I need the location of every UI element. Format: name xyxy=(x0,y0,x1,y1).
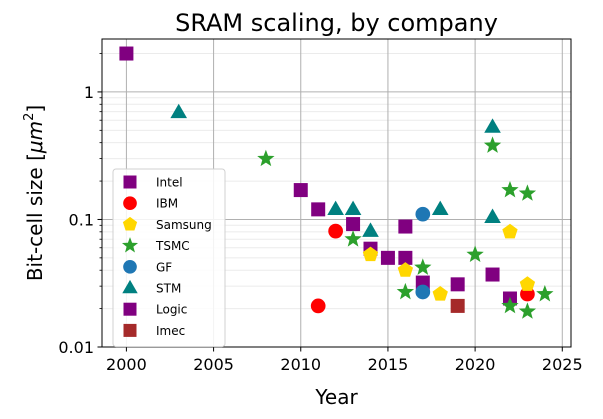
gf-point xyxy=(415,206,431,222)
tsmc-point xyxy=(483,136,502,153)
legend-marker-intel xyxy=(123,175,137,189)
legend-marker-gf xyxy=(123,259,137,274)
legend-marker-ibm xyxy=(123,196,137,211)
stm-point xyxy=(344,200,362,216)
tsmc-point xyxy=(344,230,362,247)
y-tick-label: 0.01 xyxy=(58,338,94,357)
tsmc-point xyxy=(396,282,415,300)
stm-point xyxy=(327,200,344,216)
stm-point xyxy=(362,222,379,237)
legend-marker-stm xyxy=(122,279,138,294)
samsung-point xyxy=(519,276,536,291)
stm-point xyxy=(170,103,188,119)
legend-label-stm: STM xyxy=(156,282,181,296)
legend-marker-logic xyxy=(123,302,137,316)
x-tick-label: 2015 xyxy=(368,355,409,374)
intel-point xyxy=(119,46,134,61)
y-axis-title-exponent: 2 xyxy=(22,113,37,121)
legend-marker-imec xyxy=(123,323,137,337)
legend-label-gf: GF xyxy=(156,260,172,274)
samsung-point xyxy=(397,262,414,277)
intel-point xyxy=(398,219,413,234)
tsmc-point xyxy=(501,180,519,198)
stm-point xyxy=(484,208,501,223)
y-axis-title-suffix: ] xyxy=(23,105,47,113)
tsmc-point xyxy=(466,245,484,262)
samsung-point xyxy=(502,223,518,239)
tsmc-point xyxy=(414,258,432,275)
x-axis-title: Year xyxy=(314,385,358,409)
intel-point xyxy=(311,202,326,217)
samsung-point xyxy=(432,286,448,301)
tsmc-point xyxy=(518,184,537,201)
legend-label-samsung: Samsung xyxy=(156,218,212,232)
x-tick-label: 2020 xyxy=(455,355,496,374)
axis-ticks: 0.01 0.1 1 2000 2005 2010 2015 2020 2025 xyxy=(58,53,583,374)
imec-point xyxy=(450,298,465,313)
ibm-point xyxy=(310,298,326,314)
y-tick-label: 0.1 xyxy=(69,210,94,229)
stm-point xyxy=(431,200,449,216)
tsmc-point xyxy=(501,296,519,314)
x-tick-label: 2005 xyxy=(193,355,234,374)
tsmc-point xyxy=(257,149,275,167)
ibm-point xyxy=(328,223,343,239)
legend: Intel IBM Samsung TSMC GF STM Logic Imec xyxy=(112,168,226,348)
y-axis-title-prefix: Bit-cell size [ xyxy=(23,153,47,281)
legend-label-ibm: IBM xyxy=(156,197,178,211)
tsmc-point xyxy=(518,302,537,319)
chart-title: SRAM scaling, by company xyxy=(175,9,498,37)
gf-point xyxy=(415,284,431,300)
legend-label-intel: Intel xyxy=(156,176,183,190)
x-tick-label: 2025 xyxy=(542,355,583,374)
data-marks xyxy=(119,46,554,319)
y-axis-title: Bit-cell size [μm2] xyxy=(22,105,47,281)
plot-frame xyxy=(101,38,572,348)
y-axis-title-unit: μm xyxy=(23,121,47,154)
samsung-point xyxy=(362,246,379,262)
intel-point xyxy=(293,183,308,198)
intel-point xyxy=(450,277,465,292)
intel-point xyxy=(485,267,500,282)
intel-point xyxy=(380,250,395,265)
y-tick-label: 1 xyxy=(84,83,94,102)
x-tick-label: 2010 xyxy=(280,355,321,374)
legend-label-tsmc: TSMC xyxy=(155,239,190,253)
intel-point xyxy=(346,217,361,232)
stm-point xyxy=(484,118,501,133)
tsmc-point xyxy=(536,284,554,302)
legend-box xyxy=(112,168,226,348)
legend-label-logic: Logic xyxy=(156,303,187,317)
x-tick-label: 2000 xyxy=(106,355,147,374)
legend-label-imec: Imec xyxy=(156,324,185,338)
legend-marker-samsung xyxy=(122,216,138,231)
intel-point xyxy=(398,250,413,265)
legend-marker-tsmc xyxy=(121,237,139,253)
